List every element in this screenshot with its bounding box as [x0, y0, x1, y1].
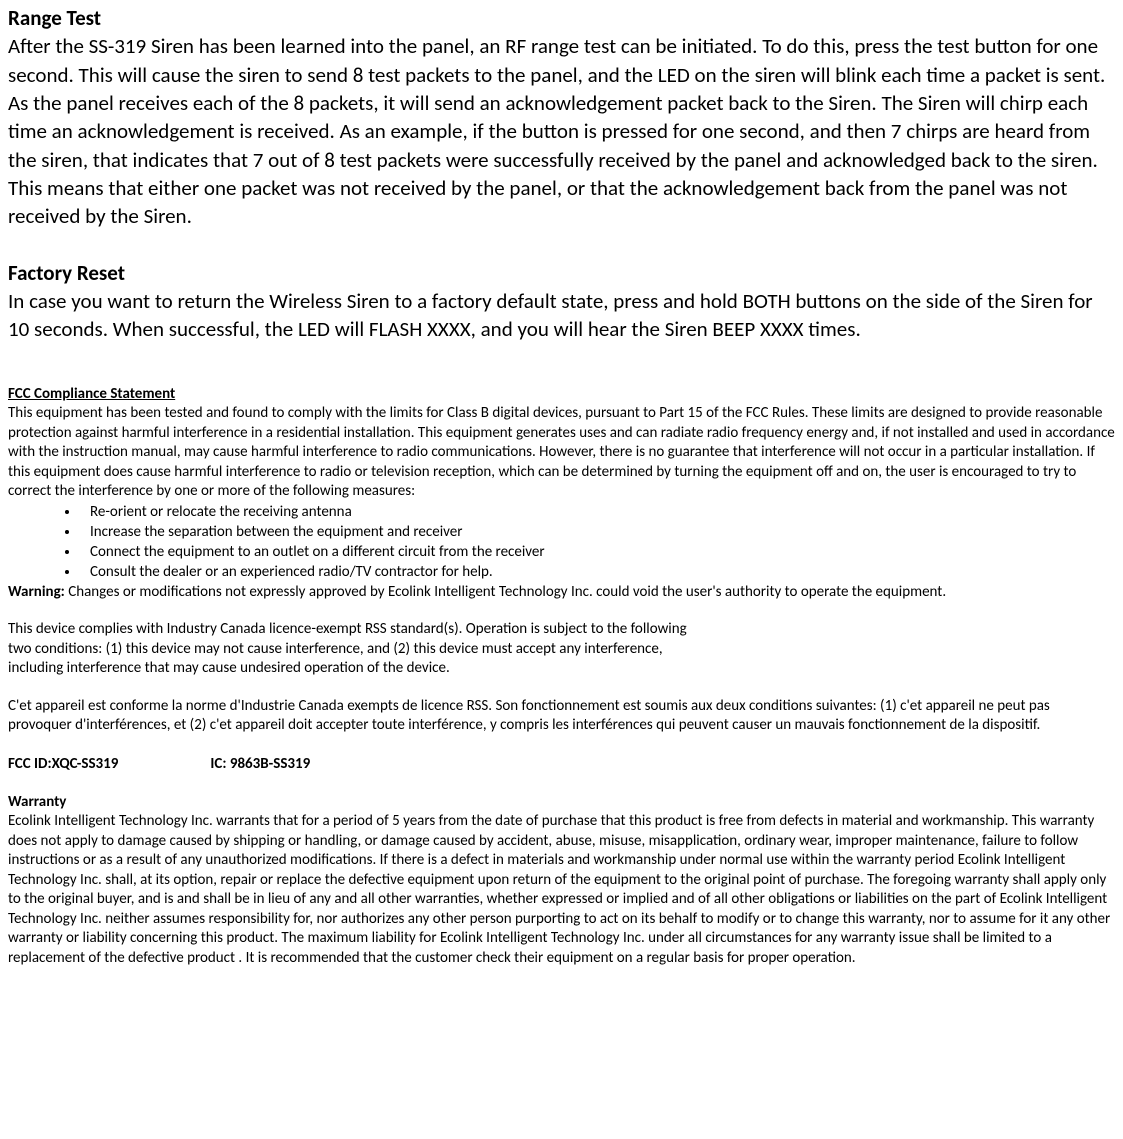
fcc-warning-label: Warning: — [8, 583, 65, 601]
fcc-bullet-item: Increase the separation between the equi… — [80, 522, 1115, 542]
fcc-warning-text: Changes or modifications not expressly a… — [65, 583, 946, 601]
fcc-bullet-item: Re-orient or relocate the receiving ante… — [80, 502, 1115, 522]
fcc-id: FCC ID:XQC-SS319 — [8, 755, 118, 773]
fcc-bullet-item: Consult the dealer or an experienced rad… — [80, 562, 1115, 582]
factory-reset-body: In case you want to return the Wireless … — [8, 287, 1115, 344]
canada-french: C'et appareil est conforme la norme d'In… — [8, 697, 1115, 736]
warranty-body: Ecolink Intelligent Technology Inc. warr… — [8, 812, 1115, 968]
range-test-body: After the SS-319 Siren has been learned … — [8, 32, 1115, 230]
fcc-compliance-intro: This equipment has been tested and found… — [8, 404, 1115, 502]
fcc-bullet-list: Re-orient or relocate the receiving ante… — [8, 502, 1115, 583]
canada-english: This device complies with Industry Canad… — [8, 620, 688, 679]
fcc-id-line: FCC ID:XQC-SS319 IC: 9863B-SS319 — [8, 754, 1115, 774]
warranty-heading: Warranty — [8, 792, 1115, 812]
range-test-heading: Range Test — [8, 4, 1115, 32]
fcc-bullet-item: Connect the equipment to an outlet on a … — [80, 542, 1115, 562]
fcc-warning: Warning: Changes or modifications not ex… — [8, 583, 1115, 603]
fcc-compliance-heading: FCC Compliance Statement — [8, 384, 1115, 404]
ic-id: IC: 9863B-SS319 — [210, 755, 310, 773]
factory-reset-heading: Factory Reset — [8, 259, 1115, 287]
